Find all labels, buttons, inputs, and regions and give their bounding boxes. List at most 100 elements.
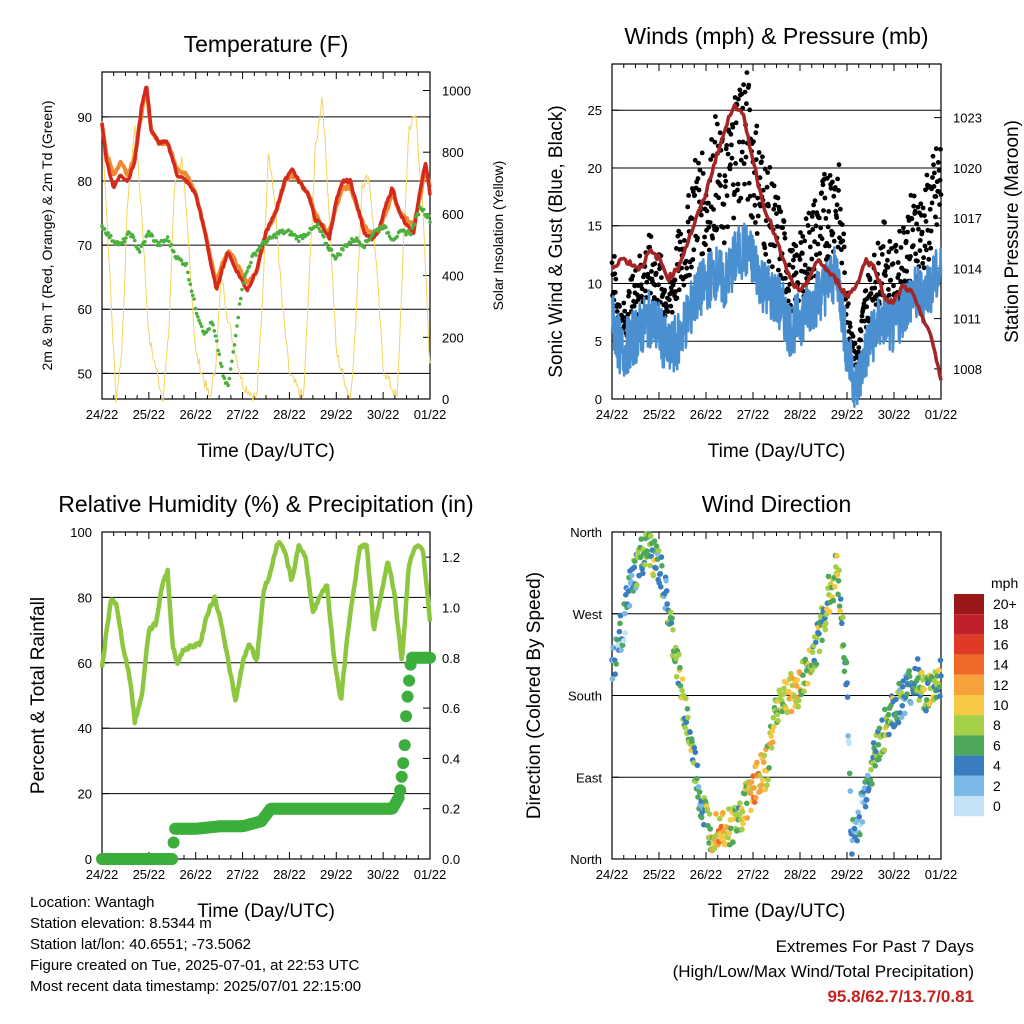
x-axis-label: Time (Day/UTC) <box>708 441 846 462</box>
direction-point <box>628 579 634 585</box>
gust-point <box>923 219 929 224</box>
td-point <box>247 264 252 269</box>
gust-point <box>920 205 926 211</box>
gust-point <box>933 194 939 199</box>
direction-point <box>863 797 870 803</box>
gust-point <box>834 202 840 208</box>
panel-humidity: Relative Humidity (%) & Precipitation (i… <box>28 491 474 922</box>
td-point <box>212 329 217 333</box>
y-tick-label: 60 <box>78 302 92 317</box>
td-point <box>186 270 190 275</box>
gust-point <box>938 192 944 198</box>
direction-point <box>825 573 832 580</box>
direction-point <box>658 584 664 590</box>
direction-point <box>906 668 912 674</box>
gust-point <box>708 157 714 162</box>
td-point <box>341 248 345 252</box>
td-point <box>406 228 411 233</box>
gust-point <box>652 261 658 267</box>
direction-point <box>761 752 768 759</box>
gust-point <box>713 114 718 119</box>
direction-point <box>893 696 899 703</box>
legend-swatch <box>954 634 984 655</box>
td-point <box>259 245 263 249</box>
gust-point <box>751 139 756 145</box>
gust-point <box>798 240 804 246</box>
gust-point <box>782 231 787 237</box>
series-station-pressure <box>610 103 943 381</box>
direction-point <box>796 697 802 704</box>
y2-tick-label: 1.0 <box>442 600 460 615</box>
x-tick-label: 27/22 <box>226 407 259 422</box>
direction-point <box>765 776 771 783</box>
direction-point <box>809 667 815 674</box>
gust-point <box>901 230 907 235</box>
td-point <box>100 224 104 228</box>
rain-point <box>403 674 416 687</box>
gust-point <box>687 272 692 278</box>
direction-point <box>800 672 806 678</box>
direction-point <box>794 677 800 683</box>
td-point <box>410 226 415 230</box>
gust-point <box>893 248 899 254</box>
gust-point <box>826 209 832 214</box>
created-text: Figure created on Tue, 2025-07-01, at 22… <box>30 957 360 974</box>
gust-point <box>936 168 942 173</box>
td-point <box>300 236 305 241</box>
gust-point <box>817 251 823 256</box>
direction-point <box>761 759 767 766</box>
direction-point <box>695 794 701 800</box>
gust-point <box>775 224 780 229</box>
gust-point <box>724 193 730 199</box>
direction-point <box>809 649 816 655</box>
gust-point <box>733 161 738 166</box>
x-axis-label: Time (Day/UTC) <box>708 901 846 922</box>
direction-point <box>840 642 847 648</box>
gust-point <box>735 187 740 193</box>
td-point <box>179 258 184 263</box>
gust-point <box>855 349 861 355</box>
y2-tick-label: 0.4 <box>442 751 460 766</box>
legend-label: 12 <box>993 677 1009 693</box>
y-tick-label: 80 <box>78 590 92 605</box>
series-2m-t <box>100 85 432 293</box>
gust-point <box>809 214 815 219</box>
direction-point <box>835 591 841 598</box>
td-point <box>280 228 285 233</box>
td-point <box>236 315 240 320</box>
gust-point <box>910 227 916 233</box>
gust-point <box>721 225 726 230</box>
gust-point <box>668 303 674 309</box>
direction-point <box>679 676 686 682</box>
legend-swatch <box>954 594 984 615</box>
td-point <box>249 260 253 265</box>
legend-swatch <box>954 695 984 716</box>
chart-title: Winds (mph) & Pressure (mb) <box>624 23 928 49</box>
x-tick-label: 01/22 <box>414 407 447 422</box>
gust-point <box>836 188 841 193</box>
gust-point <box>791 257 796 263</box>
direction-point <box>834 553 840 559</box>
direction-point <box>845 733 851 739</box>
direction-point <box>716 815 723 822</box>
gust-point <box>819 236 825 242</box>
gust-point <box>678 231 683 237</box>
direction-point <box>840 614 846 621</box>
gust-point <box>834 215 840 221</box>
extremes-box: Extremes For Past 7 Days (High/Low/Max W… <box>673 934 974 1009</box>
extremes-values: 95.8/62.7/13.7/0.81 <box>827 987 974 1006</box>
gust-point <box>733 120 739 126</box>
y2-tick-label: 1011 <box>953 312 981 327</box>
gust-point <box>752 202 758 208</box>
direction-point <box>816 630 822 637</box>
legend-swatch <box>954 715 984 736</box>
gust-point <box>722 184 728 190</box>
legend-swatch <box>954 775 984 796</box>
direction-point <box>737 800 743 806</box>
td-point <box>289 230 294 234</box>
gust-point <box>810 227 816 232</box>
direction-point <box>822 626 829 633</box>
direction-point <box>651 538 658 544</box>
td-point <box>216 348 220 353</box>
gust-point <box>754 123 760 129</box>
